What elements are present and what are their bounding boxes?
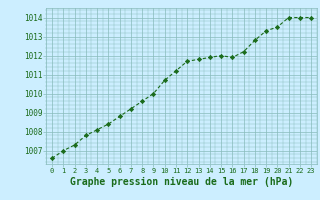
X-axis label: Graphe pression niveau de la mer (hPa): Graphe pression niveau de la mer (hPa) (70, 177, 293, 187)
